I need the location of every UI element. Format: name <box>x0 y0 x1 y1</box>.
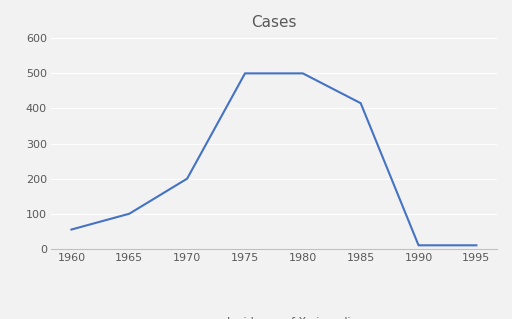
Incidence of X virus diseases <box>300 71 306 75</box>
Incidence of X virus diseases <box>242 71 248 75</box>
Title: Cases: Cases <box>251 15 296 30</box>
Incidence of X virus diseases <box>69 228 75 232</box>
Incidence of X virus diseases <box>126 212 133 216</box>
Line: Incidence of X virus diseases: Incidence of X virus diseases <box>72 73 476 245</box>
Incidence of X virus diseases <box>415 243 421 247</box>
Incidence of X virus diseases <box>473 243 479 247</box>
Incidence of X virus diseases <box>357 101 364 105</box>
Incidence of X virus diseases <box>184 177 190 181</box>
Legend: Incidence of X virus diseases: Incidence of X virus diseases <box>200 313 393 319</box>
